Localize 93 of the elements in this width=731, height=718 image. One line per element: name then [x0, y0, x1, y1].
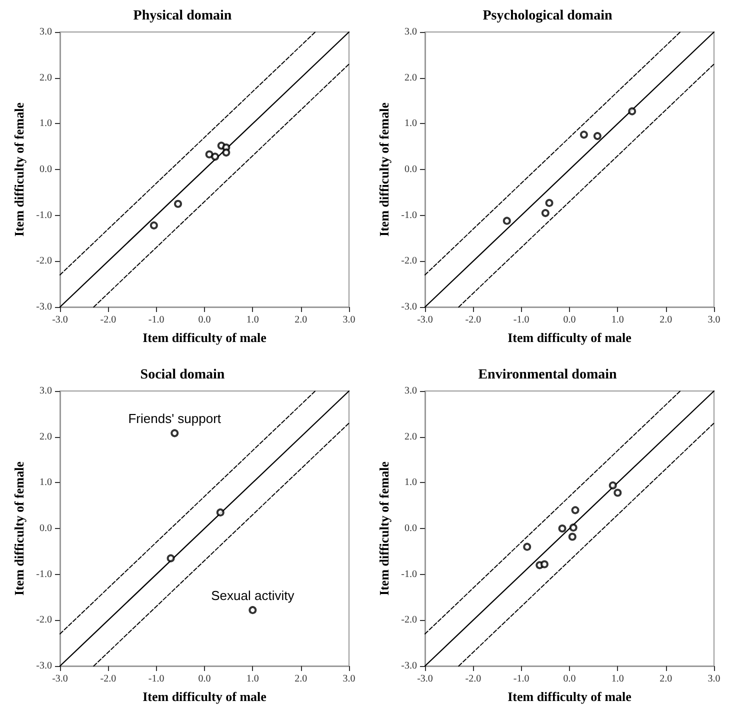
x-tick-label: 2.0 [294, 314, 308, 326]
y-tick-label: -1.0 [36, 210, 52, 221]
x-tick-label: 0.0 [198, 314, 211, 326]
y-tick-label: 1.0 [40, 477, 52, 488]
y-tick-label: 3.0 [40, 26, 52, 38]
y-tick-label: 1.0 [404, 477, 417, 488]
x-tick-label: 2.0 [660, 314, 672, 326]
point [222, 148, 230, 157]
y-tick-label: 1.0 [40, 118, 52, 130]
point [216, 508, 224, 516]
chart-title: Environmental domain [478, 368, 618, 382]
point [540, 560, 548, 568]
point [541, 209, 550, 218]
y-tick-label: 2.0 [404, 431, 417, 442]
point [150, 221, 158, 230]
x-axis-title: Item difficulty of male [508, 689, 632, 704]
x-tick-label: 3.0 [708, 314, 720, 326]
x-axis-title: Item difficulty of male [142, 689, 267, 704]
y-tick-label: 2.0 [404, 72, 417, 84]
y-tick-label: 2.0 [40, 72, 52, 84]
point [608, 481, 617, 490]
point [211, 152, 220, 161]
y-tick-label: -3.0 [401, 660, 417, 672]
point [502, 216, 511, 225]
x-tick-label: 1.0 [611, 314, 624, 326]
x-tick-label: -3.0 [417, 314, 433, 326]
y-tick-label: 0.0 [40, 523, 52, 534]
y-tick-label: 0.0 [404, 164, 417, 175]
y-axis-title: Item difficulty of female [376, 461, 392, 596]
chart-title: Physical domain [133, 8, 232, 24]
x-tick-label: -2.0 [465, 314, 482, 326]
x-tick-label: -1.0 [513, 314, 530, 326]
y-tick-label: 3.0 [404, 26, 417, 38]
y-tick-label: 0.0 [404, 523, 417, 534]
x-tick-label: 1.0 [246, 314, 259, 326]
x-tick-label: -1.0 [513, 674, 530, 684]
x-tick-label: 3.0 [708, 674, 720, 684]
y-axis-title: Item difficulty of female [11, 461, 26, 596]
x-tick-label: -1.0 [148, 314, 164, 326]
y-tick-label: -2.0 [36, 256, 52, 267]
x-tick-label: 2.0 [660, 674, 672, 684]
point [593, 132, 602, 140]
annotation: Sexual activity [211, 588, 295, 604]
y-tick-label: -1.0 [401, 210, 417, 221]
x-tick-label: -3.0 [417, 674, 433, 684]
y-tick-label: -3.0 [36, 660, 52, 672]
point [205, 150, 214, 158]
point [174, 200, 182, 208]
y-tick-label: -2.0 [401, 256, 417, 267]
point [568, 532, 576, 541]
y-tick-label: 1.0 [404, 118, 417, 130]
x-tick-label: 0.0 [563, 314, 576, 326]
x-tick-label: -2.0 [100, 314, 116, 326]
point [545, 198, 554, 207]
x-tick-label: 1.0 [611, 674, 624, 684]
chart-title: Psychological domain [482, 8, 612, 24]
y-tick-label: -3.0 [36, 302, 52, 312]
x-tick-label: 2.0 [294, 674, 308, 684]
point [248, 606, 257, 614]
x-tick-label: -1.0 [148, 674, 164, 684]
y-tick-label: -2.0 [401, 614, 417, 626]
chart-title: Social domain [140, 368, 225, 382]
y-tick-label: 3.0 [40, 386, 52, 396]
x-tick-label: -3.0 [52, 674, 68, 684]
x-tick-label: 3.0 [342, 314, 356, 326]
y-tick-label: 2.0 [40, 431, 52, 442]
y-tick-label: -3.0 [401, 302, 417, 312]
x-tick-label: 1.0 [246, 674, 259, 684]
point [170, 429, 179, 438]
point [523, 542, 532, 551]
x-axis-title: Item difficulty of male [508, 330, 632, 345]
annotation: Friends' support [128, 411, 222, 426]
y-tick-label: -1.0 [401, 568, 417, 580]
y-axis-title: Item difficulty of female [11, 102, 26, 236]
y-tick-label: 0.0 [40, 164, 52, 175]
y-tick-label: -2.0 [36, 614, 52, 626]
point [166, 554, 175, 562]
y-tick-label: 3.0 [404, 386, 417, 396]
x-tick-label: 3.0 [342, 674, 356, 684]
x-tick-label: 0.0 [198, 674, 211, 684]
x-tick-label: -2.0 [100, 674, 116, 684]
point [569, 524, 578, 532]
point [628, 107, 636, 116]
x-tick-label: -2.0 [465, 674, 482, 684]
point [580, 130, 588, 139]
point [614, 488, 622, 497]
point [558, 524, 566, 532]
point [571, 506, 580, 514]
x-axis-title: Item difficulty of male [142, 330, 267, 345]
y-tick-label: -1.0 [36, 568, 52, 580]
x-tick-label: -3.0 [52, 314, 68, 326]
y-axis-title: Item difficulty of female [376, 102, 392, 236]
x-tick-label: 0.0 [563, 674, 576, 684]
